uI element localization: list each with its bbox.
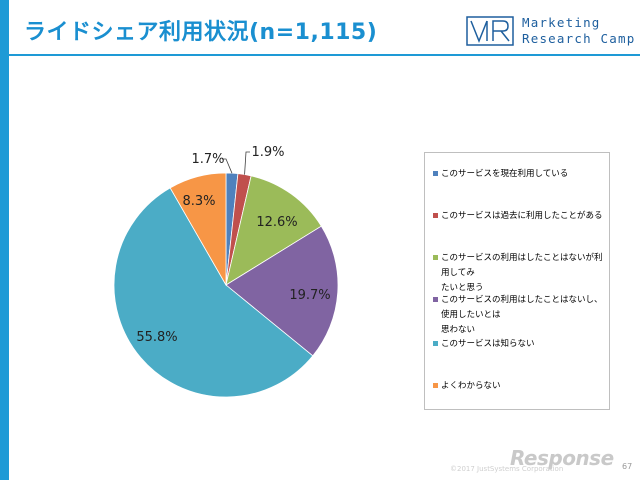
leader-line-2 [244,151,250,175]
legend-label-6-line-1: よくわからない [441,381,501,391]
data-label-2: 1.9% [251,145,284,160]
legend-label-5-line-1: このサービスは知らない [441,339,535,349]
page-number: 67 [622,462,633,471]
legend-label-4-line-1: このサービスの利用はしたことはないし、使用したいとは [441,295,603,320]
legend-swatch-5 [433,341,438,346]
logo-line-2: Research Camp [522,31,636,46]
chart-legend: このサービスを現在利用している このサービスは過去に利用したことがある このサービス… [424,152,610,410]
page-title: ライドシェア利用状況(n=1,115) [24,20,378,45]
legend-item-4: このサービスの利用はしたことはないし、使用したいとは思わない [433,293,605,338]
legend-item-2: このサービスは過去に利用したことがある [433,209,605,224]
legend-swatch-6 [433,383,438,388]
pie-slice-3 [225,175,322,286]
legend-item-6: よくわからない [433,379,605,394]
data-label-3: 12.6% [256,215,297,230]
legend-label-1-line-1: このサービスを現在利用している [441,169,569,179]
leader-line-1 [222,158,233,174]
pie-chart: 1.7% 1.9% 12.6% 19.7% 55.8% 8.3% [113,145,339,398]
legend-label-3-line-1: このサービスの利用はしたことはないが利用してみ [441,253,603,278]
marketing-research-camp-logo: Marketing Research Camp [466,14,636,50]
mrc-logo-mark-icon [466,16,514,46]
legend-item-1: このサービスを現在利用している [433,167,605,182]
copyright-text: ©2017 JustSystems Corporation [450,465,564,473]
legend-item-5: このサービスは知らない [433,337,605,352]
data-label-4: 19.7% [289,288,330,303]
title-underline [9,54,640,56]
legend-swatch-3 [433,255,438,260]
legend-swatch-4 [433,297,438,302]
data-label-6: 8.3% [182,194,215,209]
legend-label-4-line-2: 思わない [441,325,476,335]
legend-label-2-line-1: このサービスは過去に利用したことがある [441,211,603,221]
response-logo: Response [510,446,614,470]
logo-text: Marketing Research Camp [522,15,635,47]
legend-label-3-line-2: たいと思う [441,283,484,293]
legend-swatch-2 [433,213,438,218]
logo-line-1: Marketing [522,15,601,30]
legend-item-3: このサービスの利用はしたことはないが利用してみたいと思う [433,251,605,296]
pie-slice-5 [113,187,314,398]
data-label-5: 55.8% [136,330,177,345]
legend-swatch-1 [433,171,438,176]
pie-slice-6 [169,172,227,287]
left-accent-bar [0,0,9,480]
data-label-1: 1.7% [191,152,224,167]
pie-slice-4 [225,225,339,357]
